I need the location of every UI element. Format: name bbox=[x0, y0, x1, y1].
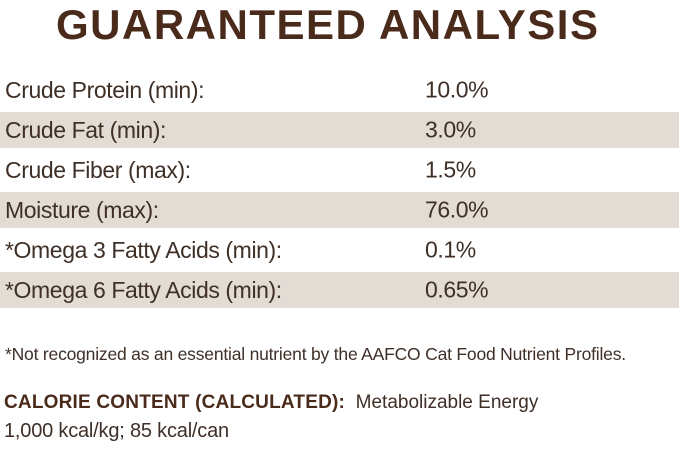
calorie-values: 1,000 kcal/kg; 85 kcal/can bbox=[4, 420, 229, 442]
row-label: Crude Fat (min): bbox=[5, 116, 167, 143]
aafco-footnote: *Not recognized as an essential nutrient… bbox=[5, 344, 626, 364]
row-value: 76.0% bbox=[425, 196, 489, 223]
table-row: Moisture (max): 76.0% bbox=[0, 190, 679, 230]
row-value: 3.0% bbox=[425, 116, 476, 143]
table-row: Crude Fiber (max): 1.5% bbox=[0, 150, 679, 190]
row-label: Moisture (max): bbox=[5, 196, 159, 223]
row-value: 1.5% bbox=[425, 156, 476, 183]
row-value: 0.1% bbox=[425, 236, 476, 263]
row-label: *Omega 6 Fatty Acids (min): bbox=[5, 276, 282, 303]
table-row: Crude Fat (min): 3.0% bbox=[0, 110, 679, 150]
table-row: Crude Protein (min): 10.0% bbox=[0, 70, 679, 110]
row-value: 0.65% bbox=[425, 276, 489, 303]
calorie-description: Metabolizable Energy bbox=[350, 392, 539, 413]
row-label: *Omega 3 Fatty Acids (min): bbox=[5, 236, 282, 263]
calorie-heading: CALORIE CONTENT (CALCULATED): bbox=[4, 392, 346, 413]
analysis-table: Crude Protein (min): 10.0% Crude Fat (mi… bbox=[0, 70, 679, 310]
row-value: 10.0% bbox=[425, 76, 489, 103]
page-title: GUARANTEED ANALYSIS bbox=[56, 1, 600, 48]
table-row: *Omega 6 Fatty Acids (min): 0.65% bbox=[0, 270, 679, 310]
table-row: *Omega 3 Fatty Acids (min): 0.1% bbox=[0, 230, 679, 270]
row-label: Crude Protein (min): bbox=[5, 76, 205, 103]
row-label: Crude Fiber (max): bbox=[5, 156, 191, 183]
calorie-content-line: CALORIE CONTENT (CALCULATED): Metaboliza… bbox=[4, 392, 538, 414]
calorie-description-text: Metabolizable Energy bbox=[355, 392, 539, 413]
